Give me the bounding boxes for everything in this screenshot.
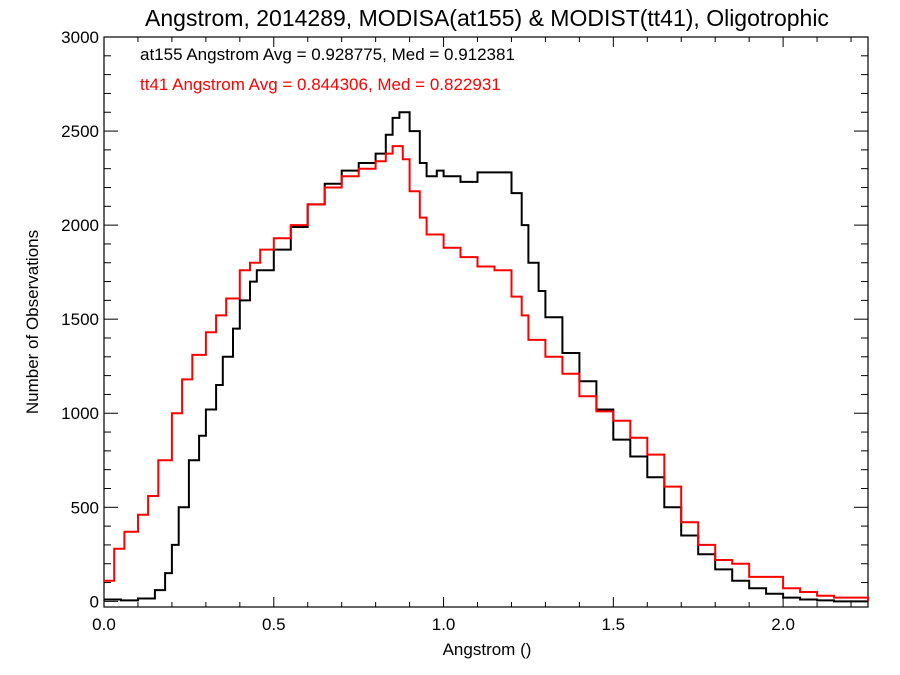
x-tick-label: 1.0	[432, 615, 456, 634]
y-axis-label: Number of Observations	[23, 230, 42, 414]
x-tick-label: 0.5	[262, 615, 286, 634]
x-tick-label: 0.0	[92, 615, 116, 634]
y-tick-label: 3000	[61, 28, 99, 47]
y-tick-label: 500	[71, 498, 99, 517]
tick-layer: 0.0 0.5 1.0 1.5 2.0 0 500 1000 1500 2000 2500 3000	[61, 28, 868, 634]
legend-at155: at155 Angstrom Avg = 0.928775, Med = 0.9…	[140, 45, 515, 64]
x-tick-label: 2.0	[771, 615, 795, 634]
plot-frame	[103, 36, 869, 608]
series-line-at155	[104, 111, 868, 603]
y-tick-label: 2000	[61, 216, 99, 235]
x-axis-label: Angstrom ()	[443, 640, 532, 659]
series-line-tt41	[104, 145, 869, 602]
y-tick-label: 1000	[61, 404, 99, 423]
series-layer	[104, 111, 869, 603]
legend-tt41: tt41 Angstrom Avg = 0.844306, Med = 0.82…	[140, 75, 501, 94]
chart-title: Angstrom, 2014289, MODISA(at155) & MODIS…	[145, 5, 829, 31]
y-tick-label: 1500	[61, 310, 99, 329]
y-tick-label: 2500	[61, 122, 99, 141]
y-tick-label: 0	[90, 592, 99, 611]
x-tick-label: 1.5	[602, 615, 626, 634]
